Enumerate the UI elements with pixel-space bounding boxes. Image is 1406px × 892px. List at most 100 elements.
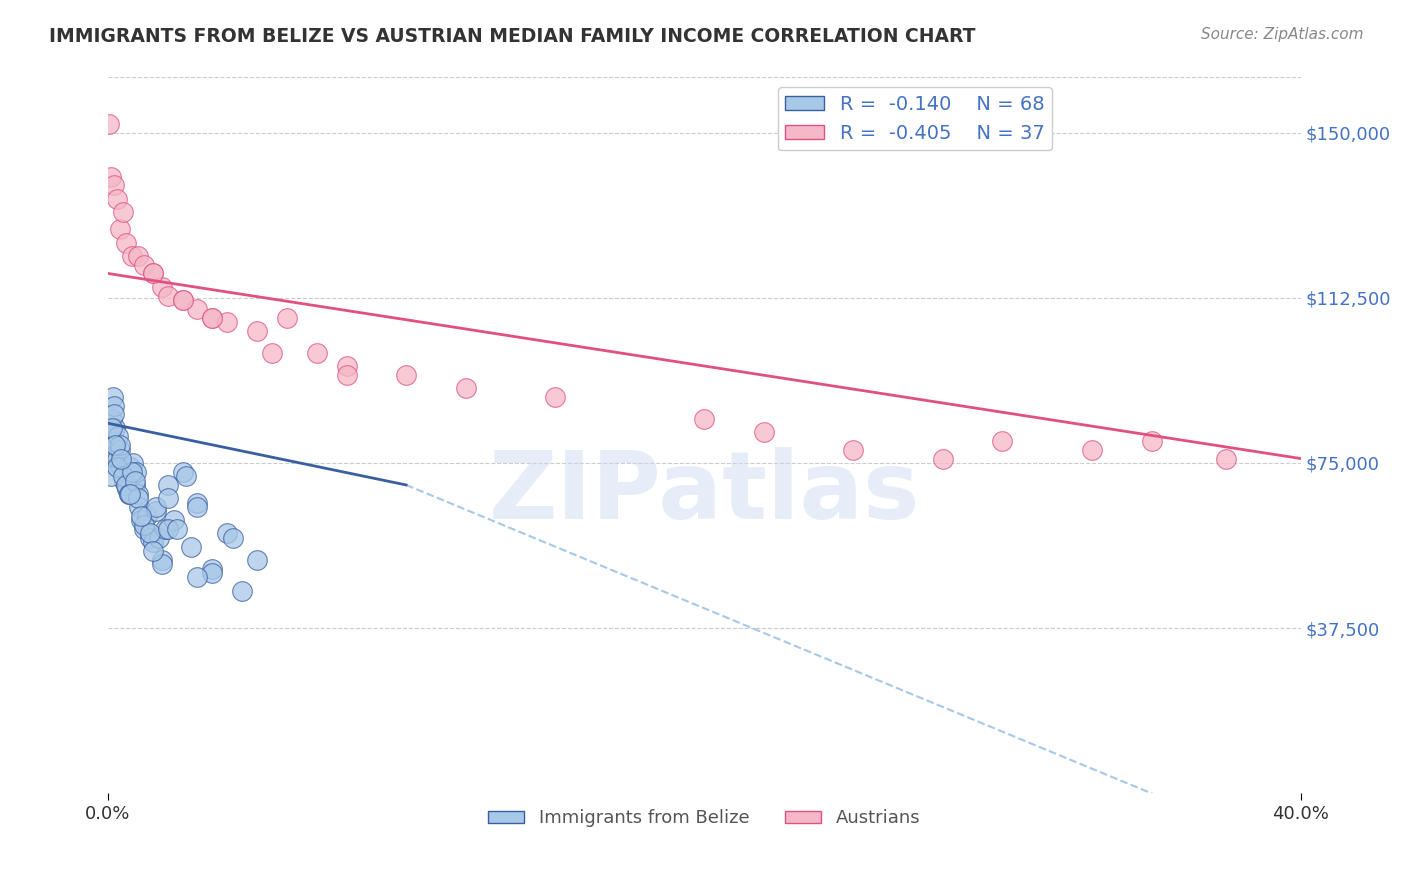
Point bbox=[110, 460, 132, 475]
Point bbox=[115, 478, 138, 492]
Point bbox=[991, 434, 1014, 448]
Point bbox=[180, 540, 202, 554]
Legend: Immigrants from Belize, Austrians: Immigrants from Belize, Austrians bbox=[481, 802, 928, 834]
Point bbox=[174, 469, 197, 483]
Point bbox=[156, 478, 179, 492]
Point bbox=[454, 381, 477, 395]
Point bbox=[172, 293, 194, 307]
Point bbox=[111, 204, 134, 219]
Point bbox=[98, 456, 121, 470]
Point bbox=[150, 558, 173, 572]
Point bbox=[172, 465, 194, 479]
Point bbox=[135, 508, 157, 523]
Text: Source: ZipAtlas.com: Source: ZipAtlas.com bbox=[1201, 27, 1364, 42]
Point bbox=[1215, 451, 1237, 466]
Point bbox=[246, 553, 269, 567]
Point bbox=[108, 222, 131, 236]
Point bbox=[153, 522, 176, 536]
Point bbox=[117, 483, 139, 497]
Text: ZIPatlas: ZIPatlas bbox=[489, 447, 920, 539]
Point bbox=[120, 460, 142, 475]
Point bbox=[104, 438, 127, 452]
Point bbox=[127, 487, 149, 501]
Point bbox=[127, 491, 149, 505]
Point bbox=[120, 487, 142, 501]
Point bbox=[276, 310, 298, 325]
Point bbox=[105, 460, 128, 475]
Point bbox=[103, 408, 125, 422]
Point bbox=[115, 235, 138, 250]
Point bbox=[107, 429, 129, 443]
Point bbox=[217, 526, 239, 541]
Point bbox=[100, 442, 122, 457]
Point bbox=[1140, 434, 1163, 448]
Point bbox=[103, 420, 125, 434]
Point bbox=[156, 522, 179, 536]
Point bbox=[142, 544, 165, 558]
Point bbox=[127, 249, 149, 263]
Point bbox=[103, 390, 125, 404]
Point bbox=[260, 346, 283, 360]
Point bbox=[125, 465, 148, 479]
Point bbox=[201, 562, 224, 576]
Point bbox=[129, 508, 152, 523]
Point bbox=[115, 478, 138, 492]
Point bbox=[105, 192, 128, 206]
Point bbox=[101, 420, 124, 434]
Point bbox=[103, 178, 125, 193]
Point bbox=[121, 465, 143, 479]
Point bbox=[148, 531, 170, 545]
Point bbox=[142, 267, 165, 281]
Point bbox=[122, 456, 145, 470]
Point bbox=[156, 288, 179, 302]
Point bbox=[132, 258, 155, 272]
Point bbox=[162, 513, 184, 527]
Point bbox=[111, 465, 134, 479]
Point bbox=[752, 425, 775, 439]
Point bbox=[842, 442, 865, 457]
Point bbox=[335, 359, 357, 373]
Point bbox=[100, 469, 122, 483]
Point bbox=[128, 500, 150, 514]
Point bbox=[138, 531, 160, 545]
Point bbox=[138, 526, 160, 541]
Text: IMMIGRANTS FROM BELIZE VS AUSTRIAN MEDIAN FAMILY INCOME CORRELATION CHART: IMMIGRANTS FROM BELIZE VS AUSTRIAN MEDIA… bbox=[49, 27, 976, 45]
Point bbox=[112, 474, 135, 488]
Point bbox=[201, 310, 224, 325]
Point bbox=[217, 315, 239, 329]
Point bbox=[166, 522, 188, 536]
Point bbox=[145, 500, 167, 514]
Point bbox=[121, 469, 143, 483]
Point bbox=[186, 495, 208, 509]
Point bbox=[100, 169, 122, 184]
Point bbox=[1081, 442, 1104, 457]
Point bbox=[100, 412, 122, 426]
Point bbox=[145, 504, 167, 518]
Point bbox=[222, 531, 245, 545]
Point bbox=[132, 522, 155, 536]
Point bbox=[100, 425, 122, 439]
Point bbox=[231, 583, 253, 598]
Point bbox=[104, 438, 127, 452]
Point bbox=[186, 570, 208, 584]
Point bbox=[693, 412, 716, 426]
Point bbox=[108, 438, 131, 452]
Point bbox=[142, 267, 165, 281]
Point bbox=[150, 553, 173, 567]
Point bbox=[118, 487, 141, 501]
Point bbox=[132, 517, 155, 532]
Point bbox=[932, 451, 955, 466]
Point bbox=[103, 399, 125, 413]
Point bbox=[105, 451, 128, 466]
Point bbox=[111, 469, 134, 483]
Point bbox=[110, 451, 132, 466]
Point bbox=[201, 566, 224, 580]
Point bbox=[305, 346, 328, 360]
Point bbox=[129, 513, 152, 527]
Point bbox=[335, 368, 357, 382]
Point bbox=[121, 249, 143, 263]
Point bbox=[246, 324, 269, 338]
Point bbox=[186, 301, 208, 316]
Point bbox=[150, 279, 173, 293]
Point bbox=[186, 500, 208, 514]
